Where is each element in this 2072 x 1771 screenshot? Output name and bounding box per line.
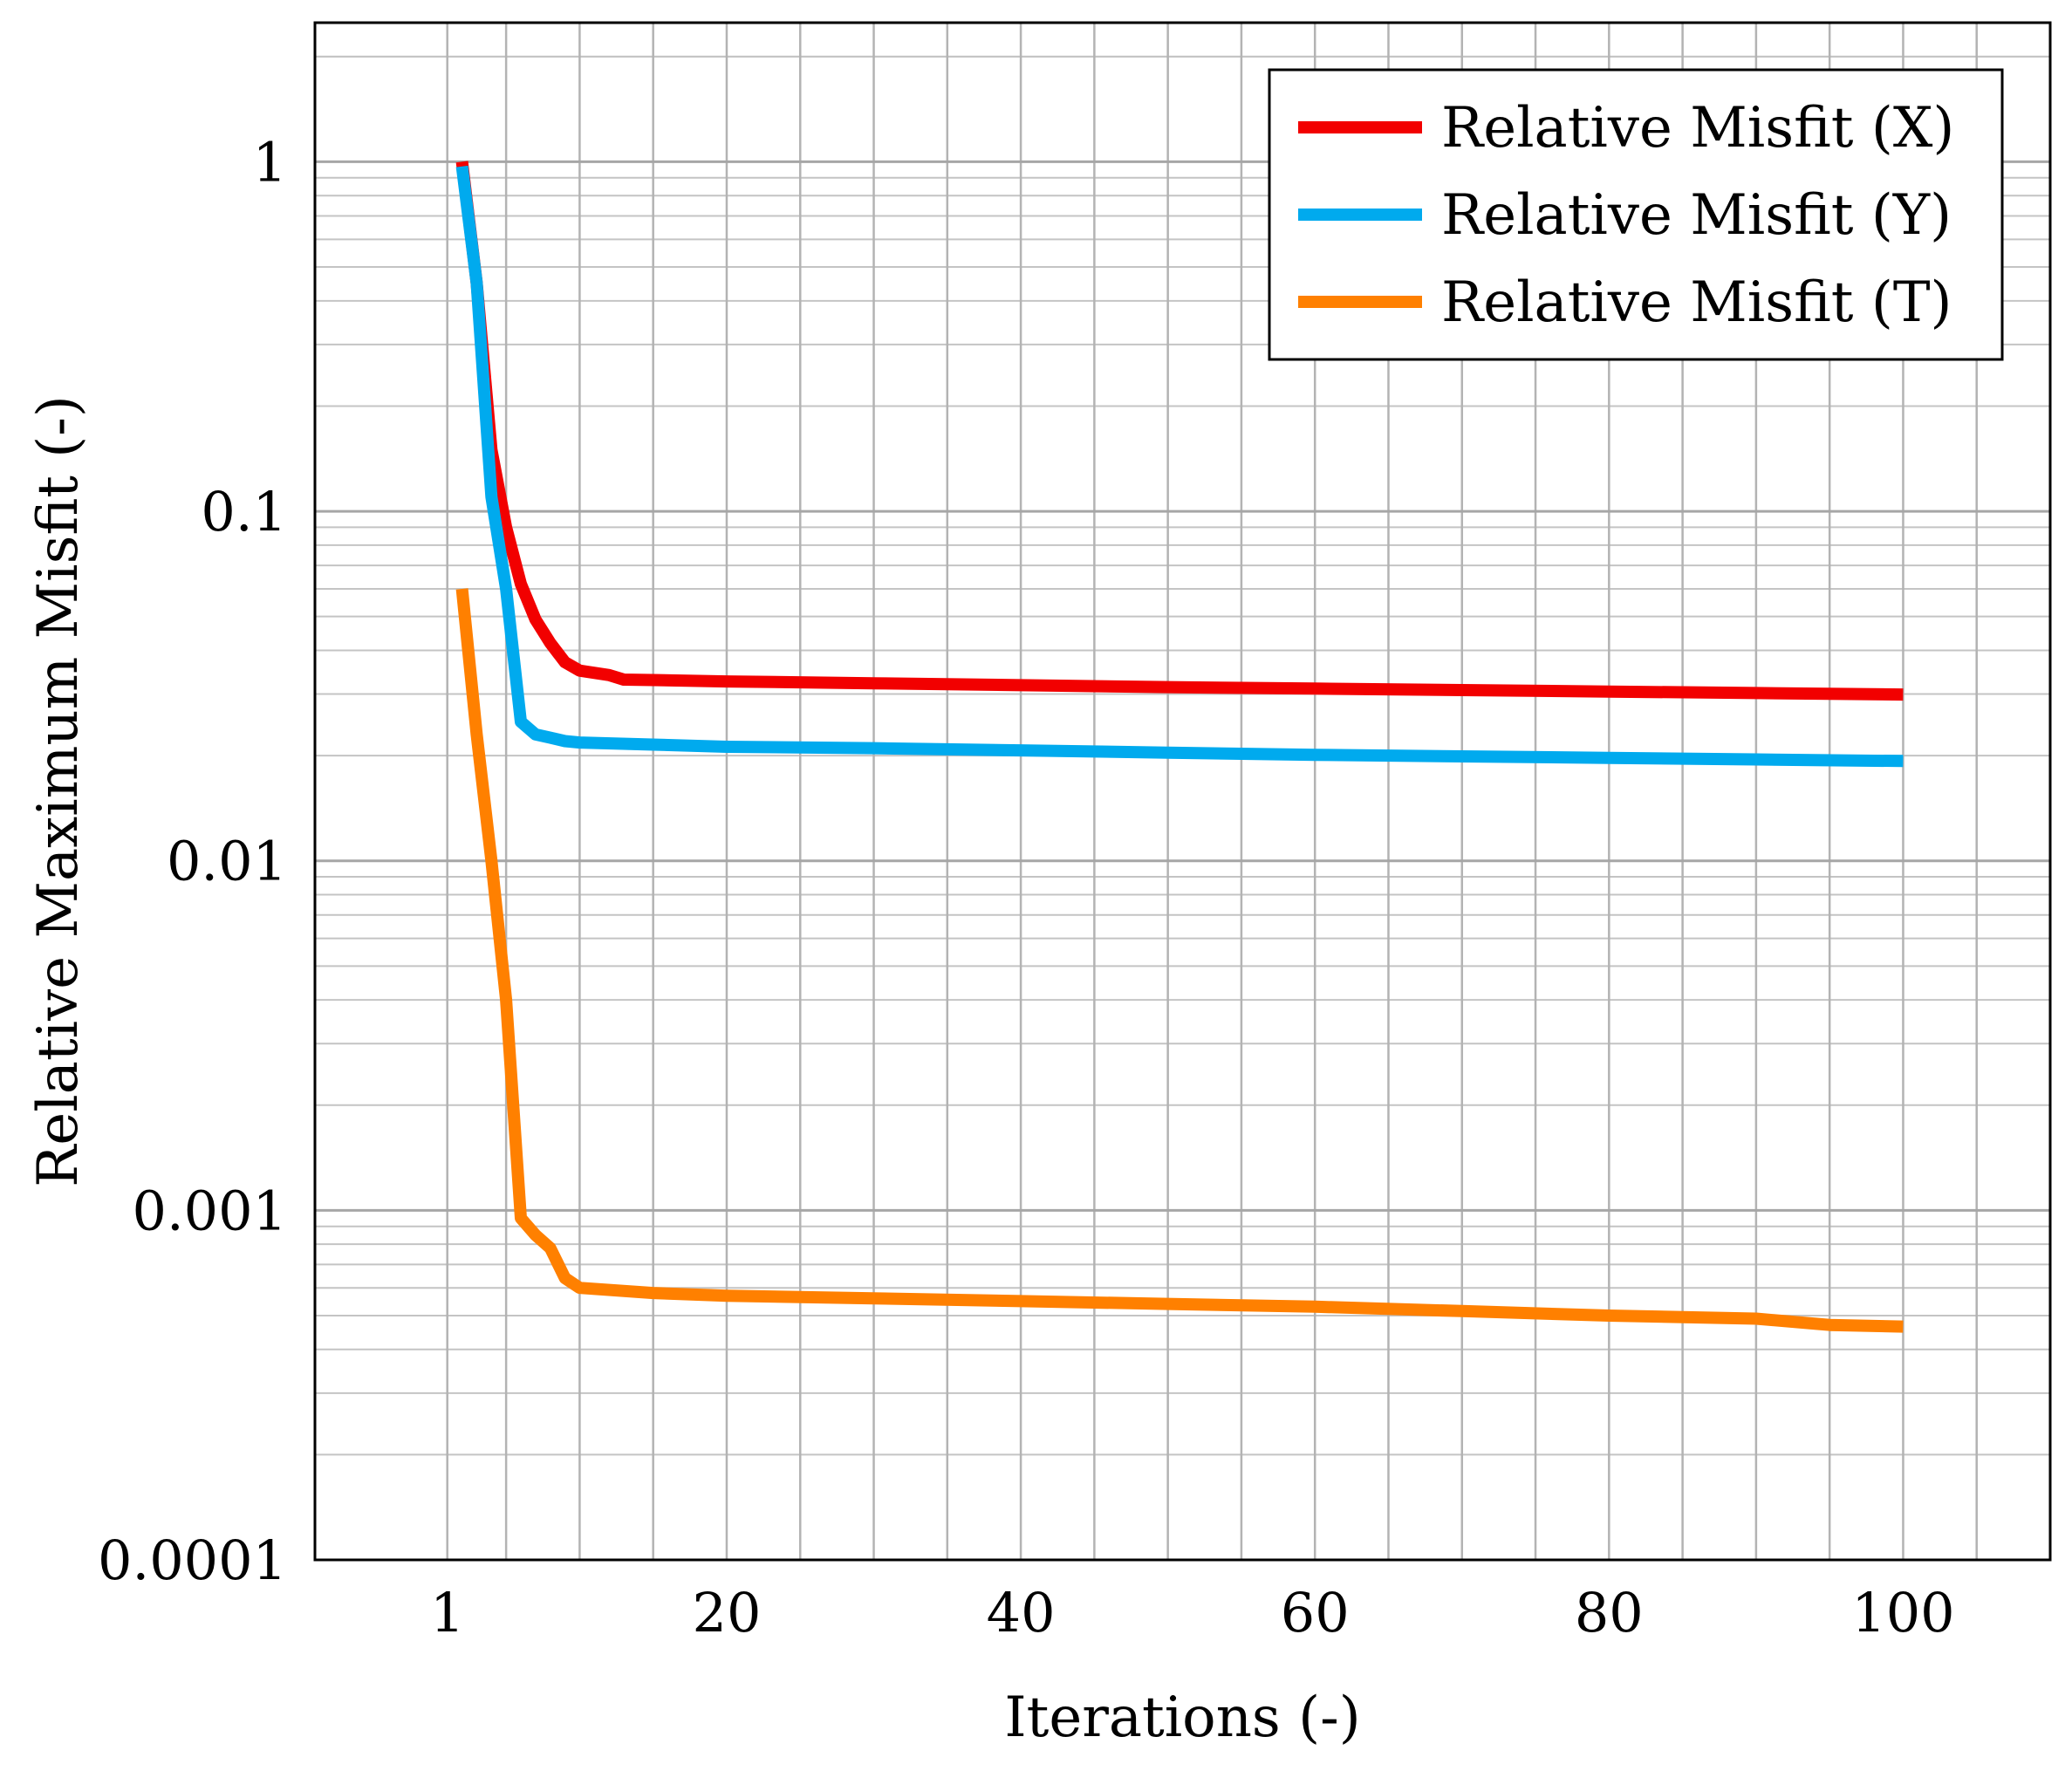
legend: Relative Misfit (X) Relative Misfit (Y) … [1268,68,2004,361]
y-tick-labels: 1 0.1 0.01 0.001 0.0001 [98,130,287,1592]
series-line-x [455,161,1904,701]
x-tick-label: 20 [693,1581,762,1644]
series-layer [455,161,1904,1333]
y-tick-label: 0.001 [133,1179,288,1242]
x-tick-label: 1 [430,1581,464,1644]
x-tick-label: 60 [1281,1581,1350,1644]
x-axis-title: Iterations (-) [1004,1686,1360,1750]
legend-label-x: Relative Misfit (X) [1441,96,1954,161]
series-line-y [455,165,1904,768]
x-tick-label: 100 [1851,1581,1954,1644]
legend-label-t: Relative Misfit (T) [1441,270,1952,335]
x-tick-label: 40 [987,1581,1056,1644]
y-tick-label: 0.0001 [98,1528,287,1592]
series-line-t [455,588,1904,1333]
legend-label-y: Relative Misfit (Y) [1441,183,1952,248]
x-tick-label: 80 [1575,1581,1644,1644]
plot-frame [313,21,2052,1562]
y-axis-title: Relative Maximum Misfit (-) [26,395,91,1187]
x-tick-labels: 1 20 40 60 80 100 [430,1581,1955,1644]
y-tick-label: 0.01 [167,830,287,893]
y-tick-label: 0.1 [201,480,287,544]
y-tick-label: 1 [253,130,287,194]
